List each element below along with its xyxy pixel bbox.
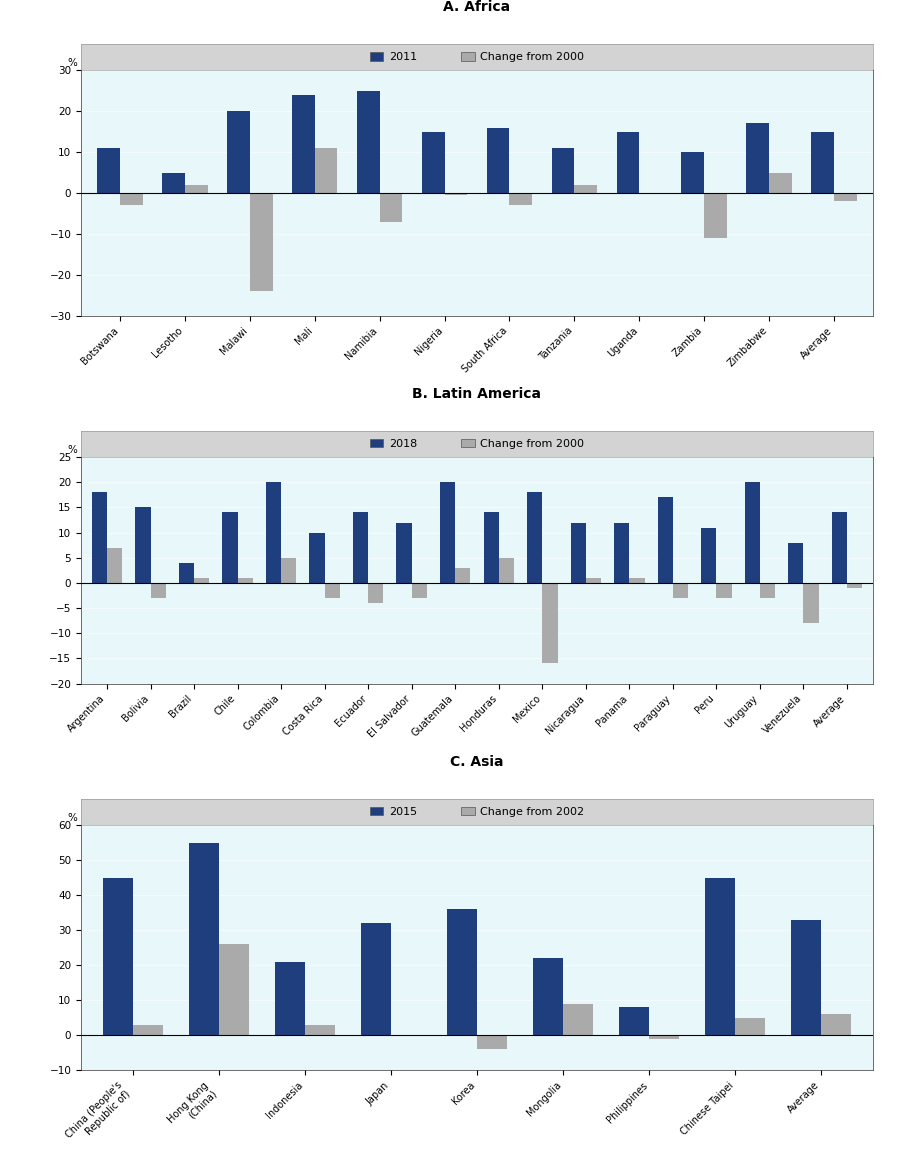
Bar (847, 583, 862, 588)
Legend: 2015, Change from 2002: 2015, Change from 2002 (370, 806, 584, 817)
Bar (552, 148, 574, 193)
Bar (325, 583, 340, 598)
Bar (120, 193, 143, 205)
Bar (527, 493, 543, 583)
Bar (310, 532, 325, 583)
Bar (477, 1036, 507, 1049)
Bar (97, 148, 120, 193)
Bar (445, 193, 467, 196)
Bar (716, 583, 732, 598)
Bar (281, 558, 296, 583)
Bar (681, 152, 704, 193)
Bar (574, 185, 597, 193)
Bar (658, 498, 673, 583)
Bar (673, 583, 689, 598)
Bar (107, 547, 122, 583)
Bar (422, 132, 445, 193)
Bar (822, 1015, 851, 1036)
Bar (563, 1004, 593, 1036)
Bar (411, 583, 427, 598)
Bar (219, 944, 249, 1036)
Bar (735, 1018, 765, 1036)
Bar (509, 193, 532, 205)
Bar (616, 132, 639, 193)
Bar (705, 878, 735, 1036)
Bar (238, 577, 253, 583)
Bar (447, 909, 477, 1036)
Bar (315, 148, 338, 193)
Bar (571, 523, 586, 583)
Bar (834, 193, 857, 201)
Bar (132, 1025, 163, 1036)
Bar (499, 558, 514, 583)
Bar (357, 90, 380, 193)
Bar (746, 124, 769, 193)
Bar (353, 513, 368, 583)
Text: C. Asia: C. Asia (450, 754, 504, 769)
Bar (184, 185, 208, 193)
Bar (361, 923, 391, 1036)
Text: %: % (68, 58, 77, 68)
Bar (92, 493, 107, 583)
Bar (483, 513, 499, 583)
Bar (487, 127, 509, 193)
Bar (760, 583, 775, 598)
Bar (380, 193, 402, 222)
Bar (292, 95, 315, 193)
Bar (194, 577, 210, 583)
Bar (832, 513, 847, 583)
Bar (614, 523, 629, 583)
Bar (770, 172, 792, 193)
Bar (455, 568, 471, 583)
Bar (791, 920, 822, 1036)
Legend: 2011, Change from 2000: 2011, Change from 2000 (370, 52, 584, 62)
Bar (811, 132, 834, 193)
Bar (629, 577, 644, 583)
Bar (222, 513, 238, 583)
Bar (189, 842, 219, 1036)
Text: B. Latin America: B. Latin America (412, 386, 542, 401)
Bar (701, 528, 716, 583)
Text: A. Africa: A. Africa (444, 0, 510, 14)
Bar (162, 172, 184, 193)
Bar (543, 583, 557, 663)
Legend: 2018, Change from 2000: 2018, Change from 2000 (370, 439, 584, 449)
Bar (704, 193, 727, 238)
Bar (150, 583, 166, 598)
Bar (250, 193, 273, 292)
Bar (649, 1036, 680, 1039)
Bar (135, 508, 150, 583)
Bar (788, 543, 804, 583)
Bar (227, 111, 250, 193)
Bar (305, 1025, 335, 1036)
Bar (368, 583, 383, 603)
Bar (619, 1008, 649, 1036)
Bar (266, 482, 281, 583)
Bar (533, 958, 563, 1036)
Bar (274, 961, 305, 1036)
Text: %: % (68, 445, 77, 455)
Bar (440, 482, 455, 583)
Bar (804, 583, 819, 624)
Bar (586, 577, 601, 583)
Bar (103, 878, 132, 1036)
Text: %: % (68, 812, 77, 823)
Bar (179, 562, 194, 583)
Bar (744, 482, 760, 583)
Bar (397, 523, 411, 583)
